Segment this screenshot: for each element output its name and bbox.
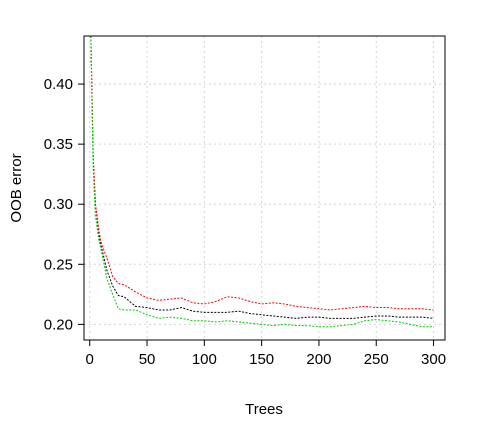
x-tick-label: 100 xyxy=(192,351,217,368)
y-axis-title: OOB error xyxy=(8,153,25,222)
x-tick-label: 300 xyxy=(421,351,446,368)
series-lines xyxy=(90,36,434,328)
x-axis: 0 50 100 150 200 250 300 xyxy=(86,340,446,368)
plot-frame xyxy=(83,35,446,341)
x-tick-label: 200 xyxy=(306,351,331,368)
y-tick-label: 0.30 xyxy=(44,196,73,213)
x-axis-title: Trees xyxy=(245,401,283,418)
series-line-2 xyxy=(90,36,434,328)
y-tick-label: 0.20 xyxy=(44,316,73,333)
x-tick-label: 50 xyxy=(139,351,156,368)
x-tick-label: 250 xyxy=(364,351,389,368)
y-axis: 0.20 0.25 0.30 0.35 0.40 xyxy=(44,76,84,333)
x-tick-label: 0 xyxy=(86,351,94,368)
series-line-0 xyxy=(90,36,434,319)
x-tick-label: 150 xyxy=(249,351,274,368)
y-tick-label: 0.35 xyxy=(44,136,73,153)
y-tick-label: 0.40 xyxy=(44,76,73,93)
series-line-1 xyxy=(90,36,434,311)
grid-lines xyxy=(84,36,445,340)
y-tick-label: 0.25 xyxy=(44,256,73,273)
